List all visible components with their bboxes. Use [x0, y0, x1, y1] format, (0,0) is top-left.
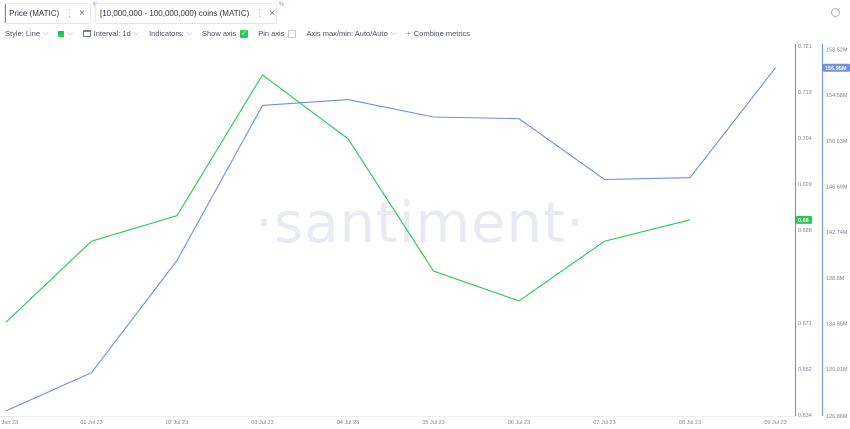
series-line-coins[interactable]	[5, 67, 776, 412]
coins-tick-label: 154.58M	[826, 93, 848, 99]
x-tick-label: 09 Jul 23	[764, 420, 786, 426]
x-tick-label: 01 Jul 23	[80, 420, 102, 426]
last-value-labels: 0.68 156.95M	[796, 63, 850, 224]
coins-tick-label: 146.69M	[826, 185, 848, 191]
show-axis-toggle[interactable]: Show axis ✓	[202, 29, 249, 38]
metric-chip-coins[interactable]: [10,000,000 - 100,000,000) coins (MATIC)…	[95, 2, 284, 24]
checkbox-checked-icon[interactable]: ✓	[240, 29, 249, 38]
coins-tick-label: 142.74M	[826, 230, 848, 236]
coins-tick-label: 134.85M	[826, 322, 848, 328]
price-tick-label: 0.671	[798, 321, 812, 327]
x-tick-label: 03 Jul 23	[251, 420, 273, 426]
price-tick-label: 0.713	[798, 90, 812, 96]
color-selector[interactable]: ⌵	[58, 29, 73, 38]
settings-icon[interactable]	[831, 8, 840, 17]
pin-axis-toggle[interactable]: Pin axis	[258, 29, 297, 38]
price-tick-label: 0.699	[798, 182, 812, 188]
interval-selector[interactable]: Interval: 1d ⌵	[82, 29, 140, 38]
price-tick-label: 0.721	[798, 44, 812, 50]
last-value-badge	[796, 215, 812, 224]
metric-label-coins: [10,000,000 - 100,000,000) coins (MATIC)	[100, 9, 250, 18]
x-tick-label: 06 Jul 23	[508, 420, 530, 426]
last-value-label: 156.95M	[825, 66, 847, 72]
indicators-selector[interactable]: Indicators: ⌵	[149, 29, 192, 38]
color-swatch-icon	[58, 30, 65, 37]
coins-tick-label: 126.86M	[826, 414, 848, 420]
price-tick-label: 0.652	[798, 367, 812, 373]
coins-tick-label: 158.52M	[826, 48, 848, 54]
more-options-icon[interactable]: ⋮	[255, 8, 264, 18]
last-value-label: 0.68	[798, 218, 809, 224]
x-tick-label: 05 Jul 23	[422, 420, 444, 426]
axis-maxmin-label: Axis max/min: Auto/Auto	[306, 29, 388, 38]
coins-tick-label: 138.8M	[826, 276, 845, 282]
coins-axis-ticks: 126.86M 130.91M 134.85M 138.8M 142.74M 146.69…	[826, 48, 848, 420]
chevron-down-icon: ⌵	[67, 29, 73, 37]
chevron-down-icon: ⌵	[390, 29, 397, 37]
metrics-bar: Price (MATIC) ⋮ × % [10,000,000 - 100,00…	[0, 0, 850, 27]
price-tick-label: 0.688	[798, 228, 812, 234]
x-tick-label: 04 Jul 23	[337, 420, 359, 426]
combine-icon: +	[406, 29, 411, 38]
x-tick-label: 07 Jul 23	[593, 420, 615, 426]
style-label: Style: Line	[5, 29, 41, 38]
chevron-down-icon: ⌵	[43, 29, 49, 37]
x-tick-label: 08 Jul 23	[679, 420, 701, 426]
combine-label: Combine metrics	[413, 29, 470, 38]
combine-metrics-button[interactable]: + Combine metrics	[406, 29, 470, 38]
indicators-label: Indicators:	[149, 29, 184, 38]
more-options-icon[interactable]: ⋮	[65, 8, 74, 18]
chevron-down-icon: ⌵	[133, 29, 140, 37]
series-line-price[interactable]	[5, 74, 691, 323]
interval-label: Interval: 1d	[93, 29, 131, 38]
price-tick-label: 0.634	[798, 413, 812, 419]
percent-badge-icon[interactable]: %	[278, 2, 284, 8]
price-tick-label: 0.704	[798, 136, 812, 142]
calendar-icon	[82, 30, 91, 37]
x-tick-label: 02 Jul 23	[166, 420, 188, 426]
checkbox-icon[interactable]	[288, 29, 297, 38]
pin-axis-label: Pin axis	[258, 29, 285, 38]
x-tick-label: 30 Jun 23	[0, 420, 18, 426]
close-icon[interactable]: ×	[79, 8, 85, 19]
coins-tick-label: 130.91M	[826, 367, 848, 373]
style-selector[interactable]: Style: Line ⌵	[5, 29, 48, 38]
x-axis-ticks: 30 Jun 23 01 Jul 23 02 Jul 23 03 Jul 23 04 J…	[0, 420, 787, 426]
metric-label-price: Price (MATIC)	[9, 9, 60, 18]
last-value-badge	[823, 63, 850, 72]
chevron-down-icon: ⌵	[186, 29, 192, 37]
show-axis-label: Show axis	[202, 29, 237, 38]
axis-maxmin-selector[interactable]: Axis max/min: Auto/Auto ⌵	[306, 29, 396, 38]
watermark: ·santiment·	[255, 191, 585, 256]
price-axis-ticks: 0.721 0.713 0.704 0.699 0.688 0.671 0.652 0.634	[798, 44, 812, 419]
close-icon[interactable]: ×	[269, 8, 276, 19]
chart-toolbar: Style: Line ⌵ ⌵ Interval: 1d ⌵ Indicator…	[0, 27, 790, 40]
coins-tick-label: 150.63M	[826, 139, 848, 145]
